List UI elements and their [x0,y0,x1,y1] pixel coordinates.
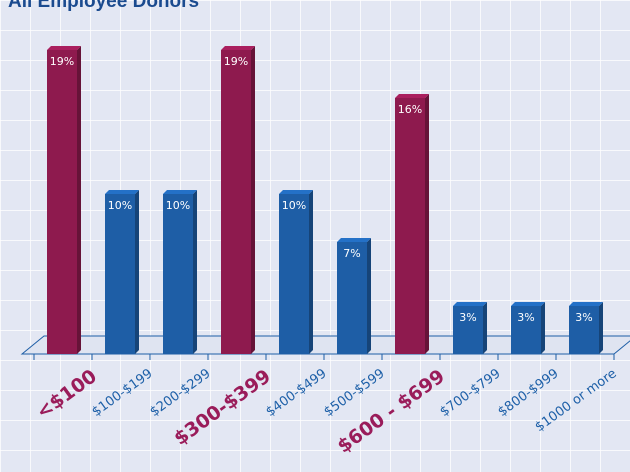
data-label: 10% [108,199,132,212]
bar: 19% [47,46,81,354]
bar-top [511,302,545,306]
bar-side [135,190,139,354]
x-tick-label: <$100 [32,365,101,423]
bar: 10% [105,190,139,354]
bar-front [163,194,193,354]
bar-top [105,190,139,194]
x-tick-label: $600 - $699 [333,365,449,457]
bar: 3% [569,302,603,354]
bar-front [221,50,251,354]
bar-top [453,302,487,306]
x-axis-labels: <$100$100-$199$200-$299$300-$399$400-$49… [32,365,619,457]
bar-side [367,238,371,354]
bar-top [337,238,371,242]
data-label: 10% [166,199,190,212]
bar: 3% [453,302,487,354]
x-tick-label: $400-$499 [263,366,329,420]
bar-side [599,302,603,354]
data-label: 3% [459,311,476,324]
data-label: 19% [224,55,248,68]
bar-side [483,302,487,354]
bar: 7% [337,238,371,354]
data-label: 7% [343,247,360,260]
bar-front [511,306,541,354]
bar: 16% [395,94,429,354]
data-label: 3% [575,311,592,324]
bar-top [47,46,81,50]
bar-side [251,46,255,354]
bar-top [395,94,429,98]
bar-front [279,194,309,354]
data-label: 16% [398,103,422,116]
bar-top [279,190,313,194]
bar: 10% [163,190,197,354]
x-tick-label: $100-$199 [89,366,155,420]
bar-front [453,306,483,354]
bar-front [47,50,77,354]
x-tick-label: $300-$399 [170,365,275,450]
data-label: 10% [282,199,306,212]
chart-title: All Employee Donors [8,0,200,12]
bar-top [569,302,603,306]
bar-front [105,194,135,354]
bar-front [337,242,367,354]
bar-front [569,306,599,354]
bar: 3% [511,302,545,354]
data-label: 3% [517,311,534,324]
bar-side [309,190,313,354]
bar: 10% [279,190,313,354]
bar-side [193,190,197,354]
bar-side [425,94,429,354]
bar-top [163,190,197,194]
data-label: 19% [50,55,74,68]
x-axis-ticks [33,354,615,360]
bar-side [77,46,81,354]
bar-front [395,98,425,354]
bar-top [221,46,255,50]
bar-group: 19% 10% 10% 19% 10% 7% 16% 3% 3% 3% [47,46,603,354]
bar: 19% [221,46,255,354]
x-tick-label: $700-$799 [437,366,503,420]
bar-side [541,302,545,354]
